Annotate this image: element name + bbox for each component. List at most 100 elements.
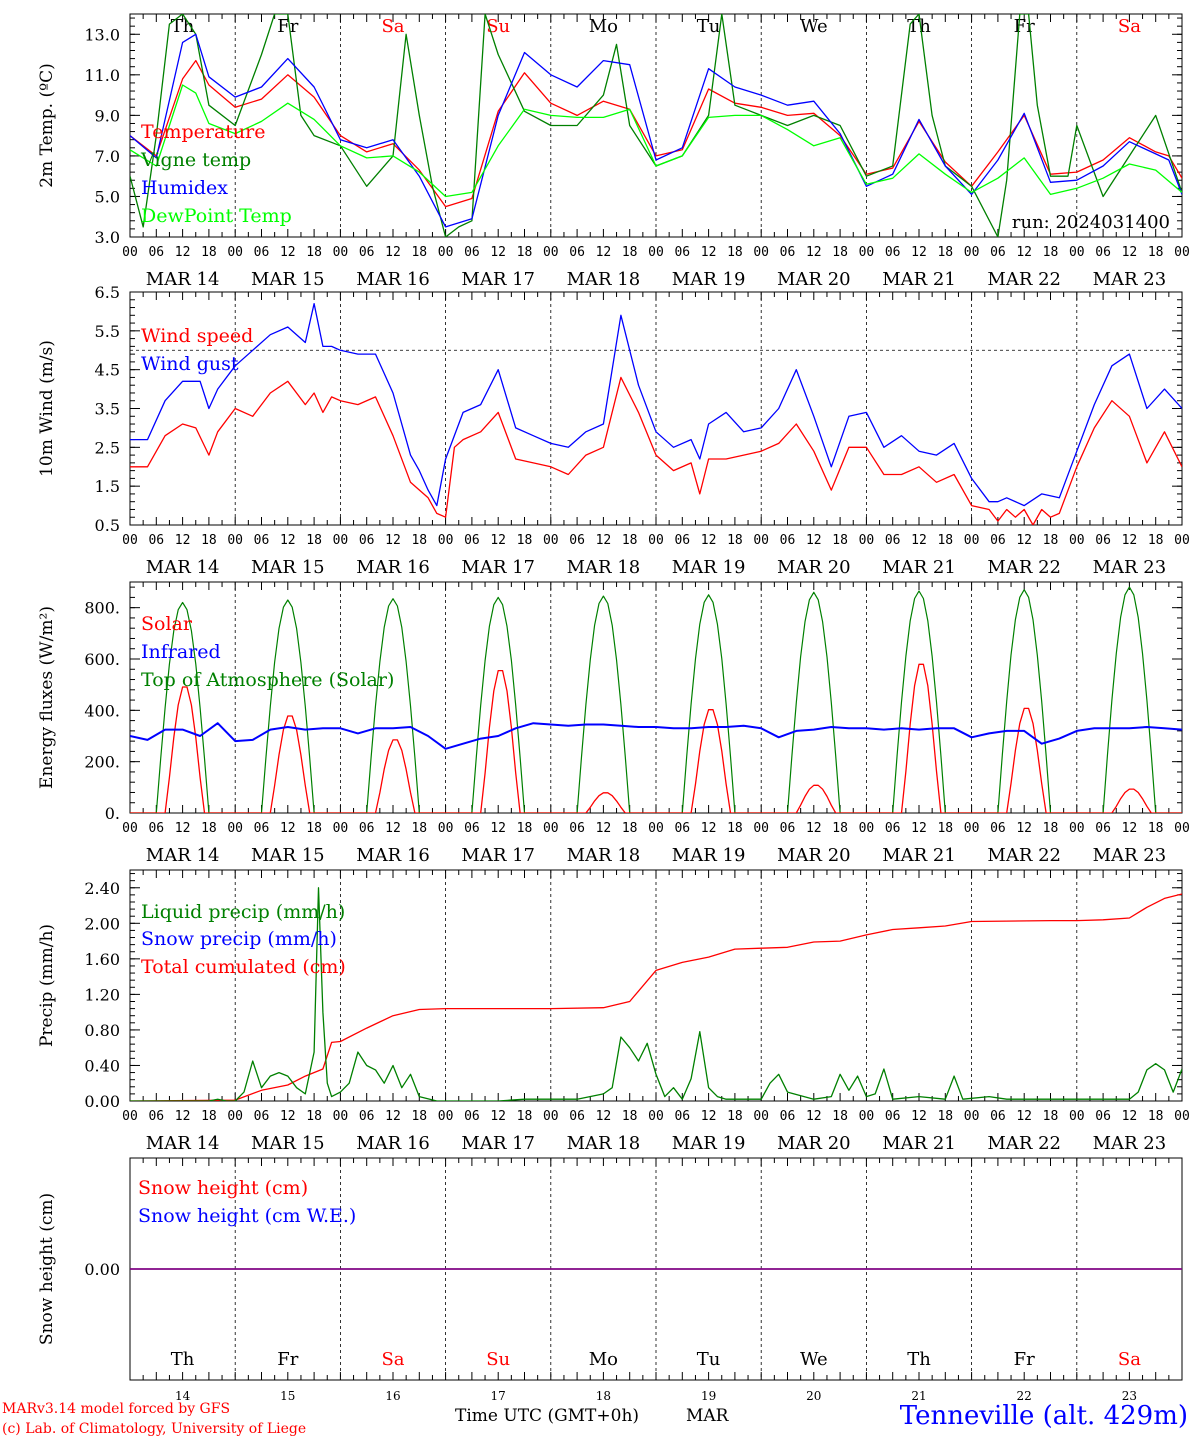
date-label: MAR 19: [672, 1133, 746, 1154]
hour-label: 12: [1016, 533, 1032, 548]
hour-label: 18: [622, 533, 638, 548]
hour-label: 00: [859, 533, 875, 548]
hour-label: 18: [937, 1109, 953, 1124]
panel-4: 0.00 0.40 0.80 1.20 1.60 2.00 2.40 Precip (mm/h…: [37, 869, 1190, 1154]
hour-label: 00: [859, 821, 875, 836]
y-tick-label: 1.20: [84, 985, 120, 1004]
legend-entry: Wind speed: [141, 325, 253, 347]
weekday-label: Sa: [381, 1349, 404, 1370]
hour-label: 06: [1095, 533, 1111, 548]
date-label: MAR 19: [672, 557, 746, 578]
hour-label: 00: [122, 1109, 138, 1124]
weekday-label: Fr: [277, 16, 298, 37]
credit-line-2: (c) Lab. of Climatology, University of L…: [2, 1421, 307, 1437]
hour-label: 06: [254, 1109, 270, 1124]
vigne-temp-series: [130, 14, 1182, 237]
hour-label: 18: [832, 245, 848, 260]
hour-label: 06: [569, 821, 585, 836]
y-tick-label: 2.5: [95, 438, 120, 457]
hour-label: 06: [464, 533, 480, 548]
hour-label: 12: [1016, 1109, 1032, 1124]
hour-label: 00: [964, 245, 980, 260]
hour-label: 18: [937, 245, 953, 260]
hour-label: 00: [648, 1109, 664, 1124]
date-label: MAR 14: [146, 557, 220, 578]
hour-label: 18: [727, 821, 743, 836]
wind-gust-series: [130, 302, 1182, 507]
hour-label: 00: [227, 821, 243, 836]
date-label: MAR 15: [251, 557, 325, 578]
weekday-label: We: [800, 1349, 828, 1370]
y-tick-label: 6.5: [95, 283, 120, 302]
hour-label: 06: [1095, 1109, 1111, 1124]
date-label: MAR 16: [356, 845, 430, 866]
hour-label: 06: [148, 1109, 164, 1124]
liquid-precip-mm-h-series: [130, 887, 1182, 1101]
hour-label: 00: [1174, 245, 1190, 260]
date-label: MAR 23: [1093, 845, 1167, 866]
panel-3: 0. 200. 400. 600. 800. Energy fluxes (W/m²) 00…: [37, 581, 1190, 866]
hour-label: 18: [306, 821, 322, 836]
y-axis-label: Precip (mm/h): [37, 924, 57, 1047]
day-number-label: 14: [175, 1389, 191, 1403]
y-tick-label: 4.5: [95, 361, 120, 380]
hour-label: 18: [411, 821, 427, 836]
hour-label: 18: [306, 1109, 322, 1124]
plot-frame: [129, 13, 1183, 238]
hour-label: 18: [727, 245, 743, 260]
total-cumulated-cm-series: [130, 893, 1182, 1101]
hour-label: 00: [859, 1109, 875, 1124]
hour-label: 06: [464, 821, 480, 836]
credit-line-1: MARv3.14 model forced by GFS: [2, 1401, 231, 1417]
date-label: MAR 15: [251, 269, 325, 290]
date-label: MAR 15: [251, 845, 325, 866]
weekday-label: Su: [486, 16, 510, 37]
hour-label: 12: [175, 245, 191, 260]
panel-1: 3.0 5.0 7.0 9.0 11.0 13.0 2m Temp. (ºC) 00 06 12 1…: [37, 13, 1190, 290]
date-label: MAR 22: [987, 269, 1061, 290]
date-label: MAR 16: [356, 269, 430, 290]
hour-label: 18: [411, 533, 427, 548]
hour-label: 12: [490, 533, 506, 548]
hour-label: 00: [438, 533, 454, 548]
hour-label: 00: [122, 821, 138, 836]
hour-label: 18: [1043, 245, 1059, 260]
date-label: MAR 23: [1093, 557, 1167, 578]
hour-label: 00: [1174, 821, 1190, 836]
hour-label: 06: [148, 245, 164, 260]
y-tick-label: 9.0: [95, 106, 120, 125]
legend-entry: Humidex: [141, 177, 228, 199]
hour-label: 06: [359, 821, 375, 836]
hour-label: 00: [333, 245, 349, 260]
hour-label: 18: [1148, 821, 1164, 836]
series-group: [130, 14, 1182, 237]
series-group: [130, 302, 1182, 525]
y-axis-label: Energy fluxes (W/m²): [37, 606, 57, 789]
hour-label: 18: [411, 245, 427, 260]
y-axis-label: 2m Temp. (ºC): [37, 63, 57, 188]
temperature-series: [130, 59, 1182, 208]
hour-label: 00: [859, 245, 875, 260]
date-label: MAR 15: [251, 1133, 325, 1154]
hour-label: 00: [964, 533, 980, 548]
day-number-label: 21: [911, 1389, 926, 1403]
date-label: MAR 22: [987, 1133, 1061, 1154]
date-label: MAR 20: [777, 1133, 851, 1154]
date-label: MAR 20: [777, 269, 851, 290]
weekday-label: Fr: [1014, 16, 1035, 37]
hour-label: 06: [569, 533, 585, 548]
wind-speed-series: [130, 376, 1182, 525]
humidex-series: [130, 33, 1182, 228]
y-tick-label: 5.0: [95, 187, 120, 206]
y-tick-label: 0.00: [84, 1092, 120, 1111]
hour-label: 12: [175, 821, 191, 836]
hour-label: 18: [622, 1109, 638, 1124]
hour-label: 12: [280, 533, 296, 548]
hour-label: 18: [201, 1109, 217, 1124]
hour-label: 06: [674, 533, 690, 548]
hour-label: 18: [411, 1109, 427, 1124]
hour-label: 06: [780, 1109, 796, 1124]
solar-series: [130, 663, 1182, 813]
y-tick-label: 11.0: [84, 66, 120, 85]
